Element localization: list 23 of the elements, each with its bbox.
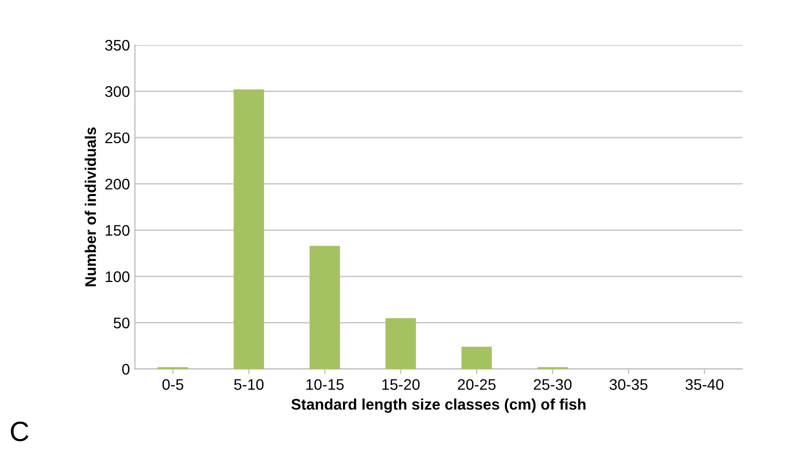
x-tick-label: 0-5 [162,379,184,390]
y-tick-label: 300 [105,86,130,97]
y-tick-label: 150 [106,225,130,236]
x-tick-label: 10-15 [306,379,344,390]
text: C [10,422,28,442]
y-tick-label: 50 [114,318,130,328]
y-tick-label: 250 [105,132,130,144]
x-axis-title: Standard length size classes (cm) of fish [291,398,586,413]
x-tick-label: 30-35 [610,379,648,390]
y-tick-label: 0 [122,364,130,375]
x-tick-label: 25-30 [534,379,572,390]
bar [386,318,416,369]
bar [310,246,340,369]
x-tick-label: 5-10 [234,379,264,390]
x-tick-label: 35-40 [686,379,724,390]
y-tick-label: 200 [105,178,130,190]
y-tick-label: 100 [106,271,130,282]
y-tick-label: 350 [105,40,130,51]
x-tick-label: 15-20 [382,379,420,390]
bar [234,89,264,369]
x-tick-label: 20-25 [458,379,496,390]
y-axis-title: Number of individuals [84,127,96,286]
bar [461,346,492,369]
